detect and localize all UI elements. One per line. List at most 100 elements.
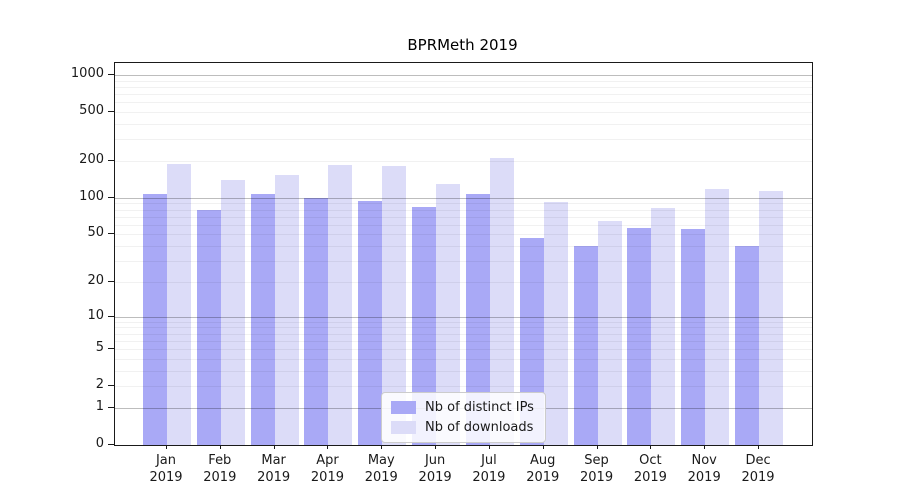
bar-downloads-nov [705, 188, 730, 445]
x-tick-feb [219, 445, 221, 449]
y-tick-2 [108, 385, 114, 387]
plot-area: Nb of distinct IPs Nb of downloads [114, 62, 813, 446]
x-tick-may [381, 445, 383, 449]
y-tick-500 [108, 111, 114, 112]
legend-label-distinct-ips: Nb of distinct IPs [425, 400, 534, 415]
gridline-60 [115, 224, 812, 226]
gridline-800 [115, 86, 812, 88]
gridline-10 [115, 316, 812, 318]
x-tick-aug [542, 445, 544, 449]
bar-downloads-dec [759, 191, 784, 445]
legend-item-downloads: Nb of downloads [391, 420, 534, 435]
gridline-80 [115, 209, 812, 211]
y-tick-200 [108, 159, 114, 161]
bar-distinct-ips-sep [573, 246, 598, 445]
y-label-500: 500 [79, 103, 104, 118]
y-tick-50 [108, 233, 114, 235]
y-label-0: 0 [95, 436, 104, 451]
bar-distinct-ips-apr [304, 198, 329, 445]
bar-downloads-aug [543, 202, 568, 445]
gridline-2 [115, 386, 812, 388]
gridline-600 [115, 102, 812, 104]
bar-distinct-ips-nov [681, 229, 706, 445]
gridline-300 [115, 139, 812, 141]
gridline-70 [115, 216, 812, 218]
bar-distinct-ips-may [358, 200, 383, 445]
legend-swatch-distinct-ips [391, 401, 416, 414]
y-label-50: 50 [87, 225, 104, 241]
gridline-7 [115, 333, 812, 335]
bar-distinct-ips-mar [250, 193, 275, 445]
legend-item-distinct-ips: Nb of distinct IPs [391, 400, 534, 415]
x-tick-nov [704, 445, 706, 449]
x-label-mar: Mar 2019 [257, 453, 291, 485]
gridline-5 [115, 349, 812, 350]
y-label-100: 100 [79, 188, 104, 204]
y-tick-20 [108, 280, 114, 282]
gridline-400 [115, 123, 812, 125]
legend-swatch-downloads [391, 421, 416, 434]
y-label-2: 2 [95, 377, 104, 393]
gridline-4 [115, 358, 812, 360]
bar-downloads-mar [274, 175, 299, 445]
x-label-jan: Jan 2019 [149, 453, 183, 485]
gridline-700 [115, 94, 812, 95]
bar-distinct-ips-jan [143, 193, 167, 445]
gridline-40 [115, 246, 812, 248]
x-label-apr: Apr 2019 [310, 453, 344, 485]
y-label-1000: 1000 [70, 65, 104, 81]
x-label-dec: Dec 2019 [741, 453, 775, 485]
bar-distinct-ips-dec [735, 246, 760, 445]
gridline-8 [115, 327, 812, 329]
gridline-500 [115, 112, 812, 113]
y-tick-0 [108, 444, 114, 445]
legend: Nb of distinct IPs Nb of downloads [381, 392, 546, 443]
gridline-50 [115, 234, 812, 236]
x-label-nov: Nov 2019 [687, 453, 721, 485]
y-tick-1 [108, 406, 114, 408]
bar-distinct-ips-feb [196, 209, 221, 445]
y-label-5: 5 [95, 340, 104, 355]
gridline-90 [115, 203, 812, 205]
gridline-20 [115, 281, 812, 283]
y-label-10: 10 [87, 307, 104, 323]
x-tick-dec [758, 445, 760, 449]
x-label-oct: Oct 2019 [633, 453, 667, 485]
gridline-3 [115, 370, 812, 372]
x-tick-mar [273, 445, 275, 449]
gridline-100 [115, 197, 812, 199]
x-tick-jul [488, 445, 490, 449]
x-label-aug: Aug 2019 [526, 453, 560, 485]
x-tick-jan [166, 445, 167, 449]
gridline-1000 [115, 74, 812, 76]
y-tick-100 [108, 196, 114, 198]
bar-downloads-oct [651, 208, 676, 445]
gridline-900 [115, 80, 812, 82]
gridline-30 [115, 261, 812, 263]
x-tick-sep [596, 445, 598, 449]
y-label-20: 20 [87, 272, 104, 288]
bar-downloads-jan [167, 164, 191, 445]
y-label-200: 200 [79, 151, 104, 167]
x-label-jun: Jun 2019 [418, 453, 452, 485]
gridline-6 [115, 340, 812, 342]
bar-downloads-feb [220, 180, 245, 445]
y-label-1: 1 [95, 398, 104, 414]
gridline-9 [115, 321, 812, 323]
y-tick-10 [108, 315, 114, 317]
bar-downloads-apr [328, 165, 353, 445]
x-label-may: May 2019 [364, 453, 398, 485]
y-tick-5 [108, 348, 114, 349]
bar-distinct-ips-oct [627, 228, 652, 445]
bar-downloads-sep [597, 220, 622, 445]
x-tick-jun [435, 445, 437, 449]
y-tick-1000 [108, 73, 114, 75]
x-tick-apr [327, 445, 329, 449]
x-label-feb: Feb 2019 [203, 453, 237, 485]
x-label-jul: Jul 2019 [472, 453, 506, 485]
x-tick-oct [650, 445, 652, 449]
legend-label-downloads: Nb of downloads [425, 420, 534, 435]
gridline-200 [115, 160, 812, 162]
chart-title: BPRMeth 2019 [407, 36, 518, 54]
